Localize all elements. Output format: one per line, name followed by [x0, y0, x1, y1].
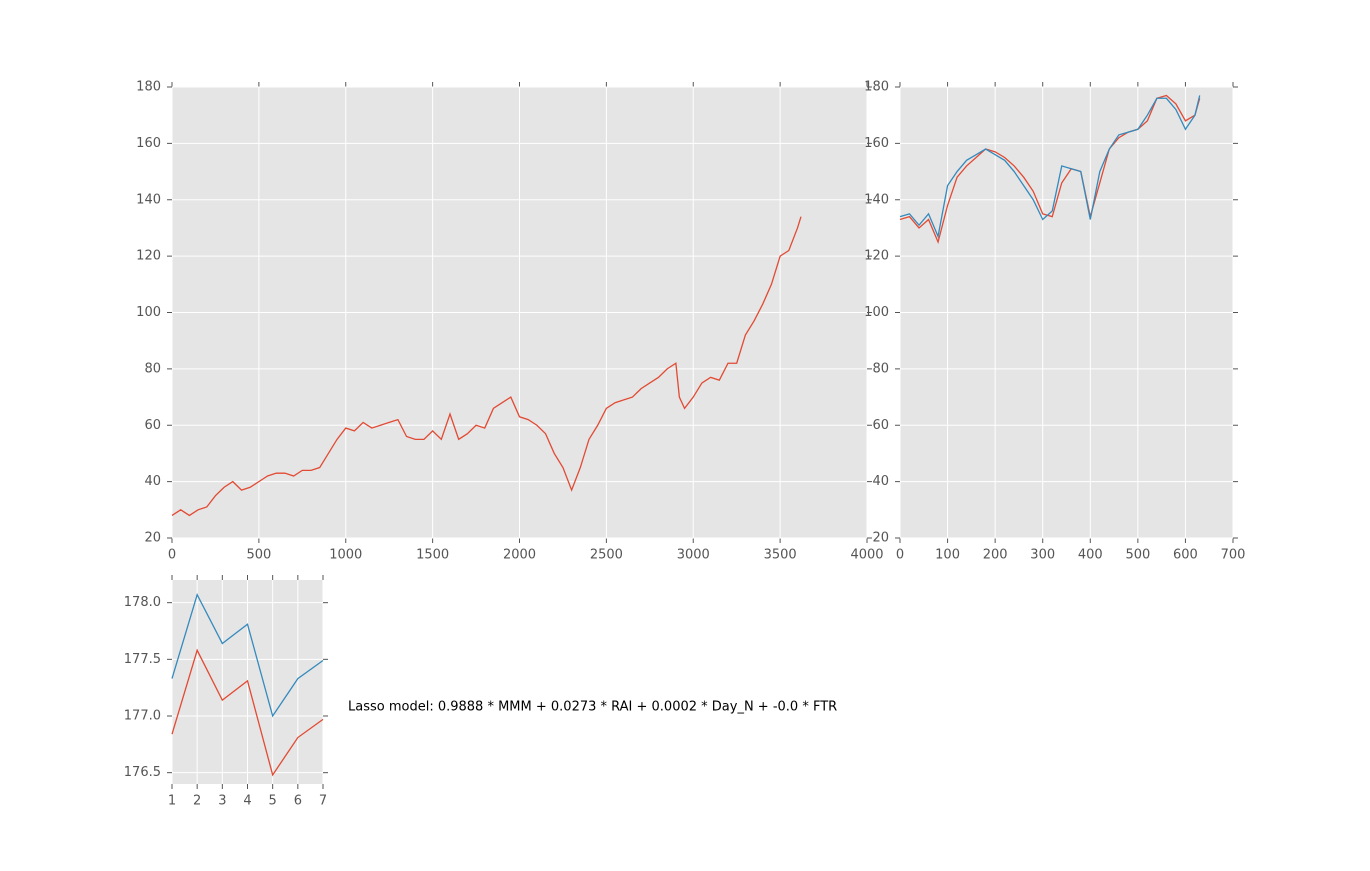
series-line: [899, 94, 1201, 245]
x-tick-label: 400: [1078, 548, 1103, 563]
x-tick-label: 300: [1030, 548, 1055, 563]
y-tick-label: 100: [136, 305, 161, 320]
y-tick-label: 140: [864, 192, 889, 207]
series-line: [171, 216, 802, 517]
series-line: [171, 593, 324, 718]
x-tick-label: 3500: [764, 548, 797, 563]
y-tick-label: 40: [144, 474, 161, 489]
y-tick-label: 120: [136, 249, 161, 264]
x-tick-label: 4000: [850, 548, 883, 563]
x-tick-label: 1500: [416, 548, 449, 563]
y-tick-label: 100: [864, 305, 889, 320]
annotation: Lasso model: 0.9888 * MMM + 0.0273 * RAI…: [348, 700, 837, 715]
x-tick-label: 700: [1221, 548, 1246, 563]
y-tick-label: 120: [864, 249, 889, 264]
y-tick-label: 177.0: [124, 709, 161, 724]
x-tick-label: 2500: [590, 548, 623, 563]
x-tick-label: 0: [168, 548, 176, 563]
x-tick-label: 2: [193, 794, 201, 809]
y-tick-label: 140: [136, 192, 161, 207]
x-tick-label: 3000: [677, 548, 710, 563]
series-line: [899, 95, 1201, 239]
x-tick-label: 6: [294, 794, 302, 809]
x-tick-label: 2000: [503, 548, 536, 563]
x-tick-label: 4: [243, 794, 251, 809]
y-tick-label: 20: [872, 531, 889, 546]
y-tick-label: 60: [872, 418, 889, 433]
x-tick-label: 5: [269, 794, 277, 809]
y-tick-label: 180: [136, 80, 161, 95]
x-tick-label: 600: [1173, 548, 1198, 563]
x-tick-label: 1000: [329, 548, 362, 563]
x-tick-label: 200: [983, 548, 1008, 563]
y-tick-label: 40: [872, 474, 889, 489]
series-line: [171, 648, 324, 777]
x-tick-label: 1: [168, 794, 176, 809]
y-tick-label: 160: [136, 136, 161, 151]
y-tick-label: 178.0: [124, 595, 161, 610]
x-tick-label: 500: [1125, 548, 1150, 563]
x-tick-label: 0: [896, 548, 904, 563]
y-tick-label: 176.5: [124, 765, 161, 780]
y-tick-label: 180: [864, 80, 889, 95]
y-tick-label: 80: [872, 361, 889, 376]
y-tick-label: 80: [144, 361, 161, 376]
x-tick-label: 100: [935, 548, 960, 563]
y-tick-label: 20: [144, 531, 161, 546]
x-tick-label: 3: [218, 794, 226, 809]
x-tick-label: 500: [246, 548, 271, 563]
y-tick-label: 160: [864, 136, 889, 151]
y-tick-label: 177.5: [124, 652, 161, 667]
y-tick-label: 60: [144, 418, 161, 433]
x-tick-label: 7: [319, 794, 327, 809]
